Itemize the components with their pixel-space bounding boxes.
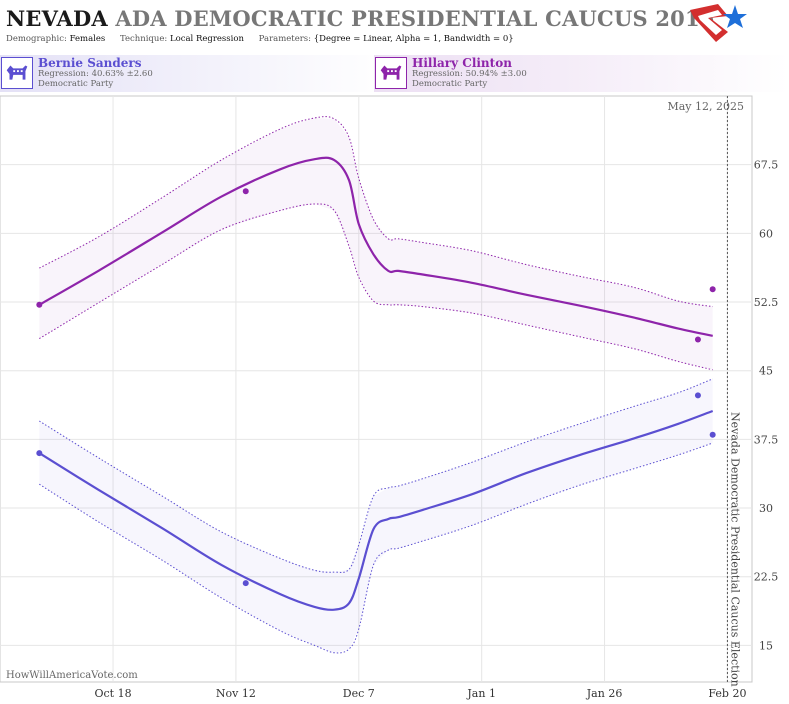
poll-points (36, 188, 716, 587)
y-tick-label: 67.5 (754, 159, 779, 172)
gridlines (0, 96, 752, 682)
bernie-sanders-poll-point (36, 450, 43, 457)
election-day-label: Nevada Democratic Presidential Caucus El… (728, 412, 741, 687)
candidate-party: Democratic Party (38, 79, 114, 89)
demographic-value: Females (69, 34, 106, 44)
x-tick-label: Jan 1 (466, 687, 496, 700)
hillary-clinton-poll-point (709, 286, 716, 293)
y-axis-labels: 15 22.5 30 37.5 45 52.5 60 67.5 (754, 159, 779, 653)
candidate-name: Bernie Sanders (38, 56, 142, 70)
y-tick-label: 30 (759, 502, 773, 515)
bernie-sanders-regression-line (38, 409, 714, 611)
parameters-value: {Degree = Linear, Alpha = 1, Bandwidth =… (313, 34, 514, 44)
x-tick-label: Feb 20 (708, 687, 746, 700)
bernie-sanders-confidence-band (39, 378, 713, 653)
confidence-bands (39, 116, 713, 654)
plot-area-border (0, 95, 753, 683)
x-tick-label: Oct 18 (94, 687, 131, 700)
candidate-regression: Regression: 40.63% ±2.60 (38, 69, 153, 79)
chart-header: NEVADA ADA DEMOCRATIC PRESIDENTIAL CAUCU… (0, 0, 789, 52)
y-tick-label: 22.5 (754, 571, 779, 584)
x-tick-label: Nov 12 (216, 687, 256, 700)
technique-label: Technique: (119, 34, 168, 44)
bernie-sanders-poll-point (242, 580, 249, 587)
hillary-clinton-poll-point (694, 336, 701, 343)
bernie-sanders-poll-point (694, 392, 701, 399)
x-tick-label: Jan 26 (586, 687, 623, 700)
hillary-clinton-regression-line (38, 156, 713, 337)
bernie-sanders-lower-bound (39, 442, 713, 654)
y-tick-label: 45 (759, 365, 773, 378)
hillary-clinton-poll-point (36, 301, 43, 308)
bernie-sanders-upper-bound (39, 378, 713, 573)
democratic-donkey-icon (375, 57, 407, 89)
title-rest: ADA DEMOCRATIC PRESIDENTIAL CAUCUS 2016 (115, 6, 715, 31)
parameters-label: Parameters: (258, 34, 312, 44)
candidate-card-clinton[interactable]: Hillary Clinton Regression: 50.94% ±3.00… (374, 55, 789, 92)
x-axis-labels: Oct 18 Nov 12 Dec 7 Jan 1 Jan 26 Feb 20 (94, 687, 746, 700)
watermark: HowWillAmericaVote.com (6, 670, 138, 681)
demographic-label: Demographic: (6, 34, 67, 44)
y-tick-label: 60 (759, 227, 773, 240)
hillary-clinton-confidence-band (39, 117, 713, 370)
y-tick-label: 15 (759, 639, 773, 652)
title-state: NEVADA (6, 6, 108, 31)
hillary-clinton-lower-bound (39, 203, 713, 371)
candidate-name: Hillary Clinton (412, 56, 512, 70)
x-tick-label: Dec 7 (343, 687, 375, 700)
candidate-regression: Regression: 50.94% ±3.00 (412, 69, 527, 79)
candidate-party: Democratic Party (412, 79, 488, 89)
parameters-line: Demographic: Females Technique: Local Re… (6, 34, 526, 44)
series-lines (38, 156, 714, 611)
technique-value: Local Regression (169, 34, 244, 44)
hillary-clinton-poll-point (242, 188, 249, 195)
candidate-card-sanders[interactable]: Bernie Sanders Regression: 40.63% ±2.60 … (0, 55, 390, 92)
y-tick-label: 37.5 (754, 433, 779, 446)
date-label: May 12, 2025 (667, 100, 744, 113)
hillary-clinton-upper-bound (39, 116, 713, 308)
site-logo-icon[interactable] (688, 2, 750, 52)
chart-title: NEVADA ADA DEMOCRATIC PRESIDENTIAL CAUCU… (6, 6, 715, 31)
bernie-sanders-poll-point (709, 431, 716, 438)
y-tick-label: 52.5 (754, 296, 779, 309)
democratic-donkey-icon (1, 57, 33, 89)
